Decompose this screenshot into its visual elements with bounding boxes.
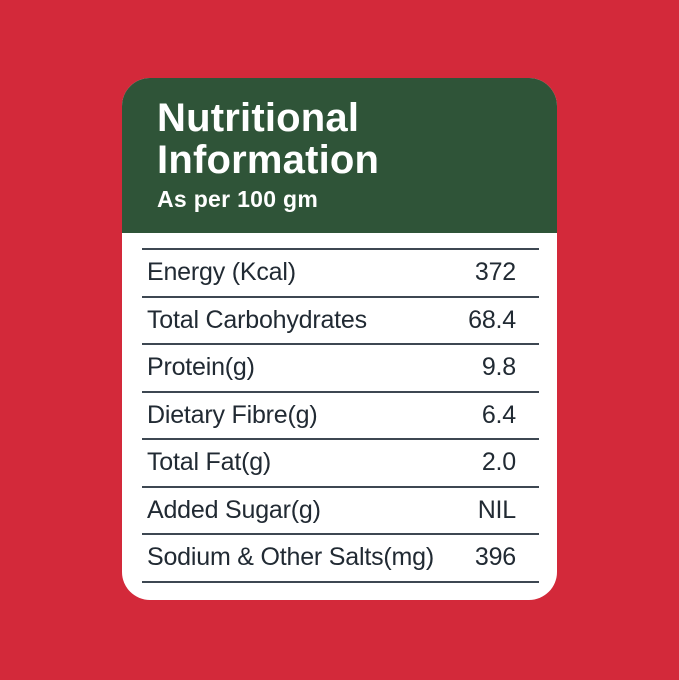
card-header: Nutritional Information As per 100 gm xyxy=(122,78,557,233)
table-row: Total Carbohydrates 68.4 xyxy=(142,298,539,345)
table-row: Energy (Kcal) 372 xyxy=(142,250,539,298)
row-value: 372 xyxy=(474,258,516,287)
row-label: Total Fat(g) xyxy=(147,448,272,477)
nutrition-card: Nutritional Information As per 100 gm En… xyxy=(122,78,557,600)
table-row: Dietary Fibre(g) 6.4 xyxy=(142,393,539,440)
row-value: 6.4 xyxy=(481,400,516,429)
row-label: Protein(g) xyxy=(147,353,255,382)
row-label: Dietary Fibre(g) xyxy=(147,400,318,429)
table-row: Protein(g) 9.8 xyxy=(142,345,539,393)
row-label: Added Sugar(g) xyxy=(147,495,321,524)
card-title: Nutritional Information xyxy=(157,96,380,182)
card-subtitle: As per 100 gm xyxy=(157,186,319,212)
row-value: 2.0 xyxy=(481,448,516,477)
table-row: Sodium & Other Salts(mg) 396 xyxy=(142,535,539,583)
row-value: NIL xyxy=(477,495,517,524)
row-label: Total Carbohydrates xyxy=(147,305,367,334)
table-row: Total Fat(g) 2.0 xyxy=(142,440,539,488)
nutrition-table: Energy (Kcal) 372 Total Carbohydrates 68… xyxy=(142,248,539,583)
row-value: 9.8 xyxy=(481,353,516,382)
row-value: 68.4 xyxy=(468,305,516,334)
row-value: 396 xyxy=(474,543,516,572)
row-label: Sodium & Other Salts(mg) xyxy=(147,543,434,572)
row-label: Energy (Kcal) xyxy=(147,258,296,287)
table-row: Added Sugar(g) NIL xyxy=(142,488,539,535)
